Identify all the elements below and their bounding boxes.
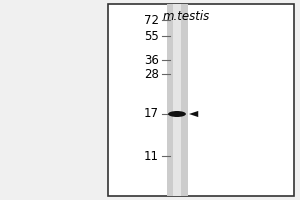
Text: 11: 11 — [144, 150, 159, 162]
Bar — [108, 4, 294, 196]
Text: 28: 28 — [144, 68, 159, 80]
Text: m.testis: m.testis — [162, 9, 210, 22]
Text: 72: 72 — [144, 14, 159, 26]
Bar — [167, 4, 188, 196]
Ellipse shape — [168, 111, 186, 117]
Text: 36: 36 — [144, 53, 159, 66]
Text: 17: 17 — [144, 107, 159, 120]
Polygon shape — [189, 111, 198, 117]
Text: 55: 55 — [144, 29, 159, 43]
Bar — [173, 4, 181, 196]
